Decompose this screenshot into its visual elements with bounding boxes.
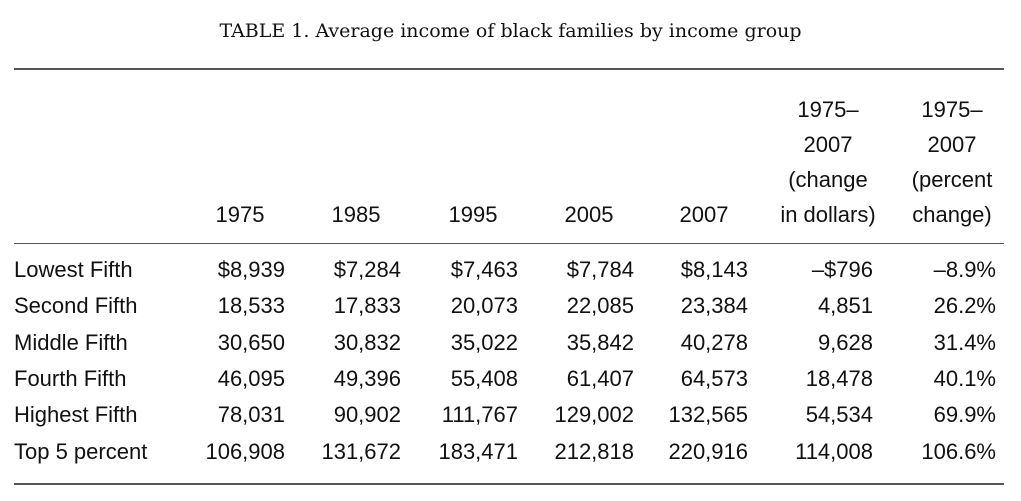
column-header-line: 1975 <box>215 202 265 227</box>
row-label: Second Fifth <box>14 293 138 318</box>
table-cell: 106.6% <box>921 439 996 464</box>
table-cell: 131,672 <box>321 439 401 464</box>
table-cell: 69.9% <box>933 402 996 427</box>
column-header: 1975– 2007 (percent change) <box>887 92 1017 232</box>
row-label: Highest Fifth <box>14 402 138 427</box>
column-header-line: 1985 <box>331 202 381 227</box>
table-cell: 17,833 <box>333 293 401 318</box>
column-header: 1985 <box>291 92 421 232</box>
column-header-line: 1995 <box>448 202 498 227</box>
table-cell: 30,832 <box>333 330 401 355</box>
table-caption: TABLE 1. Average income of black familie… <box>219 20 802 42</box>
table-cell: 40,278 <box>680 330 748 355</box>
table-cell: $8,143 <box>680 257 748 282</box>
table-cell: $7,463 <box>450 257 518 282</box>
column-header-line: 1975– <box>797 97 859 122</box>
column-header-line <box>524 127 654 162</box>
table-cell: –$796 <box>811 257 873 282</box>
table-cell: 35,022 <box>450 330 518 355</box>
header-rule <box>14 243 1004 244</box>
table-cell: 35,842 <box>566 330 634 355</box>
table-cell: –8.9% <box>933 257 996 282</box>
table-cell: 132,565 <box>668 402 748 427</box>
column-header-line: 2007 <box>803 132 853 157</box>
column-header-line <box>175 162 305 197</box>
row-label: Top 5 percent <box>14 439 148 464</box>
column-header: 2007 <box>639 92 769 232</box>
table-cell: 114,008 <box>795 439 873 464</box>
table-cell: 64,573 <box>680 366 748 391</box>
column-header-line <box>524 162 654 197</box>
column-header-line: in dollars) <box>780 202 876 227</box>
column-header-line: 2007 <box>927 132 977 157</box>
table-cell: 54,534 <box>805 402 873 427</box>
column-header-line: 2005 <box>564 202 614 227</box>
column-header-line: (percent <box>911 167 993 192</box>
column-header-line <box>175 92 305 127</box>
table-cell: 61,407 <box>566 366 634 391</box>
table-cell: 55,408 <box>450 366 518 391</box>
column-header: 1995 <box>408 92 538 232</box>
column-header-line <box>291 127 421 162</box>
table-cell: 212,818 <box>554 439 634 464</box>
column-header-line <box>408 162 538 197</box>
column-header-line <box>291 162 421 197</box>
column-header: 1975– 2007 (change in dollars) <box>763 92 893 232</box>
table-cell: 111,767 <box>441 402 518 427</box>
table-cell: 18,478 <box>805 366 873 391</box>
column-header-line <box>408 92 538 127</box>
table-cell: $8,939 <box>217 257 285 282</box>
table-cell: 183,471 <box>438 439 518 464</box>
table-cell: 9,628 <box>817 330 873 355</box>
table-cell: 220,916 <box>668 439 748 464</box>
column-header: 2005 <box>524 92 654 232</box>
table-cell: 129,002 <box>554 402 634 427</box>
table-cell: 49,396 <box>333 366 401 391</box>
column-header: 1975 <box>175 92 305 232</box>
table-cell: 4,851 <box>817 293 873 318</box>
column-header-line <box>639 127 769 162</box>
column-header-line <box>408 127 538 162</box>
column-header-line <box>524 92 654 127</box>
table-cell: 26.2% <box>933 293 996 318</box>
column-header-line <box>291 92 421 127</box>
column-header-line: 1975– <box>921 97 983 122</box>
row-label: Middle Fifth <box>14 330 128 355</box>
table-cell: 30,650 <box>217 330 285 355</box>
row-label: Lowest Fifth <box>14 257 133 282</box>
table-cell: 46,095 <box>217 366 285 391</box>
column-header-line <box>639 92 769 127</box>
table-cell: 20,073 <box>450 293 518 318</box>
column-header-line: change) <box>912 202 992 227</box>
row-label: Fourth Fifth <box>14 366 127 391</box>
table-cell: 23,384 <box>680 293 748 318</box>
table-cell: 78,031 <box>217 402 285 427</box>
top-rule <box>14 68 1004 70</box>
table-cell: $7,284 <box>333 257 401 282</box>
table-cell: 40.1% <box>933 366 996 391</box>
column-header-line: (change <box>788 167 868 192</box>
table-cell: 22,085 <box>566 293 634 318</box>
table-cell: 90,902 <box>333 402 401 427</box>
table-cell: 18,533 <box>217 293 285 318</box>
table-cell: 31.4% <box>933 330 996 355</box>
column-header-line: 2007 <box>679 202 729 227</box>
table-cell: 106,908 <box>205 439 285 464</box>
column-header-line <box>639 162 769 197</box>
bottom-rule <box>14 483 1004 485</box>
table-cell: $7,784 <box>566 257 634 282</box>
column-header-line <box>175 127 305 162</box>
